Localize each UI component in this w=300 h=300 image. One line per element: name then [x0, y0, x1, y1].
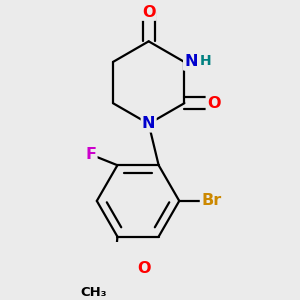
Text: N: N [142, 116, 155, 131]
Text: Br: Br [201, 194, 221, 208]
Text: N: N [184, 55, 198, 70]
Text: O: O [137, 261, 151, 276]
Text: H: H [199, 54, 211, 68]
Text: O: O [207, 96, 220, 111]
Text: O: O [142, 4, 155, 20]
Text: F: F [85, 147, 96, 162]
Text: CH₃: CH₃ [80, 286, 107, 299]
